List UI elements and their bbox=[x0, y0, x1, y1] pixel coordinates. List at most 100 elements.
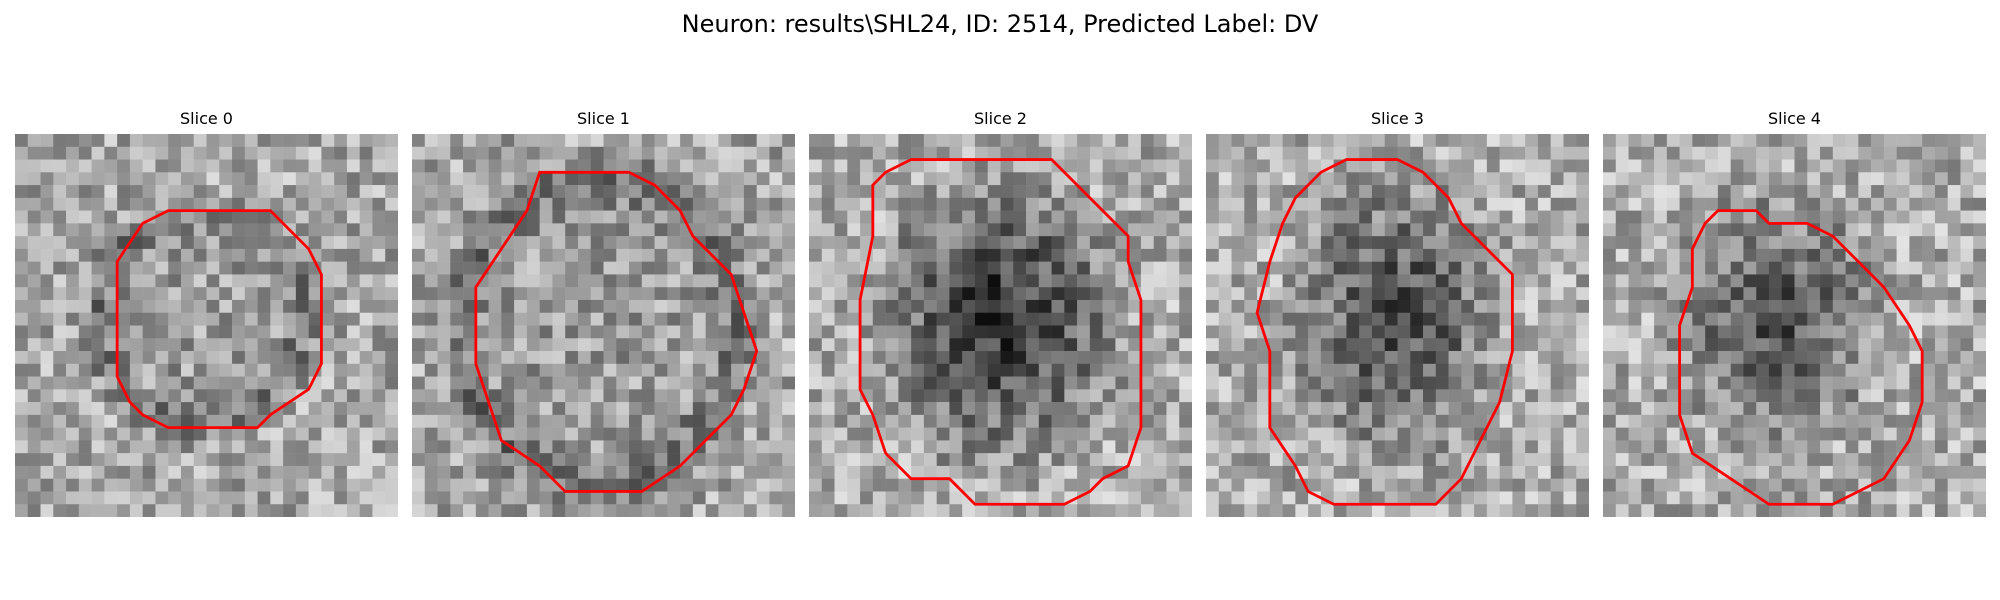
pixel bbox=[40, 338, 54, 352]
pixel bbox=[1269, 504, 1283, 517]
pixel bbox=[412, 248, 426, 262]
pixel bbox=[1140, 504, 1154, 517]
pixel bbox=[1730, 465, 1744, 479]
pixel bbox=[385, 134, 398, 148]
pixel bbox=[731, 159, 745, 173]
pixel bbox=[142, 414, 156, 428]
pixel bbox=[424, 440, 438, 454]
pixel bbox=[1051, 210, 1065, 224]
pixel bbox=[475, 172, 489, 186]
pixel bbox=[1871, 185, 1885, 199]
pixel bbox=[1346, 440, 1360, 454]
pixel bbox=[1654, 197, 1668, 211]
pixel bbox=[193, 159, 207, 173]
pixel bbox=[936, 134, 950, 148]
pixel bbox=[257, 478, 271, 492]
pixel bbox=[821, 236, 835, 250]
pixel bbox=[1641, 299, 1655, 313]
pixel bbox=[372, 287, 386, 301]
pixel bbox=[1922, 261, 1936, 275]
pixel bbox=[552, 210, 566, 224]
pixel bbox=[1794, 261, 1808, 275]
pixel bbox=[1820, 427, 1834, 441]
pixel bbox=[1666, 248, 1680, 262]
pixel bbox=[168, 274, 182, 288]
pixel bbox=[974, 287, 988, 301]
pixel bbox=[412, 261, 426, 275]
pixel bbox=[1218, 223, 1232, 237]
pixel bbox=[1794, 172, 1808, 186]
pixel bbox=[526, 146, 540, 160]
pixel bbox=[936, 236, 950, 250]
pixel bbox=[860, 210, 874, 224]
pixel bbox=[1768, 236, 1782, 250]
pixel bbox=[1257, 504, 1271, 517]
pixel bbox=[1576, 248, 1589, 262]
pixel bbox=[1102, 312, 1116, 326]
pixel bbox=[1089, 427, 1103, 441]
pixel bbox=[923, 172, 937, 186]
pixel bbox=[1512, 427, 1526, 441]
pixel bbox=[1000, 261, 1014, 275]
pixel bbox=[821, 427, 835, 441]
pixel bbox=[437, 491, 451, 505]
pixel bbox=[1000, 376, 1014, 390]
pixel bbox=[1768, 312, 1782, 326]
pixel bbox=[1550, 261, 1564, 275]
pixel bbox=[898, 453, 912, 467]
pixel bbox=[1756, 134, 1770, 148]
pixel bbox=[1768, 440, 1782, 454]
pixel bbox=[1308, 287, 1322, 301]
pixel bbox=[1666, 287, 1680, 301]
pixel bbox=[206, 491, 220, 505]
pixel bbox=[1206, 172, 1220, 186]
pixel bbox=[295, 504, 309, 517]
pixel bbox=[1115, 248, 1129, 262]
pixel bbox=[385, 465, 398, 479]
pixel bbox=[923, 440, 937, 454]
pixel bbox=[1320, 172, 1334, 186]
pixel bbox=[1423, 453, 1437, 467]
pixel bbox=[359, 440, 373, 454]
pixel bbox=[1717, 414, 1731, 428]
pixel bbox=[372, 363, 386, 377]
pixel bbox=[1102, 185, 1116, 199]
pixel bbox=[1768, 465, 1782, 479]
pixel bbox=[424, 414, 438, 428]
pixel bbox=[552, 325, 566, 339]
pixel bbox=[923, 197, 937, 211]
pixel bbox=[1756, 504, 1770, 517]
pixel bbox=[104, 453, 118, 467]
pixel bbox=[66, 376, 80, 390]
pixel bbox=[372, 325, 386, 339]
pixel bbox=[923, 363, 937, 377]
pixel bbox=[1973, 453, 1986, 467]
pixel bbox=[372, 197, 386, 211]
pixel bbox=[308, 312, 322, 326]
pixel bbox=[616, 478, 630, 492]
pixel bbox=[1474, 414, 1488, 428]
pixel bbox=[1499, 427, 1513, 441]
pixel bbox=[206, 351, 220, 365]
pixel bbox=[1346, 236, 1360, 250]
pixel bbox=[66, 491, 80, 505]
pixel bbox=[1333, 287, 1347, 301]
pixel bbox=[1628, 134, 1642, 148]
pixel bbox=[1666, 402, 1680, 416]
pixel bbox=[346, 351, 360, 365]
pixel bbox=[1218, 172, 1232, 186]
pixel bbox=[667, 325, 681, 339]
pixel bbox=[692, 465, 706, 479]
pixel bbox=[603, 236, 617, 250]
pixel bbox=[1525, 210, 1539, 224]
pixel bbox=[295, 478, 309, 492]
pixel bbox=[1128, 351, 1142, 365]
pixel bbox=[809, 376, 823, 390]
pixel bbox=[1896, 389, 1910, 403]
pixel bbox=[1115, 325, 1129, 339]
pixel bbox=[155, 134, 169, 148]
pixel bbox=[987, 427, 1001, 441]
pixel bbox=[372, 440, 386, 454]
pixel bbox=[962, 427, 976, 441]
pixel bbox=[66, 338, 80, 352]
